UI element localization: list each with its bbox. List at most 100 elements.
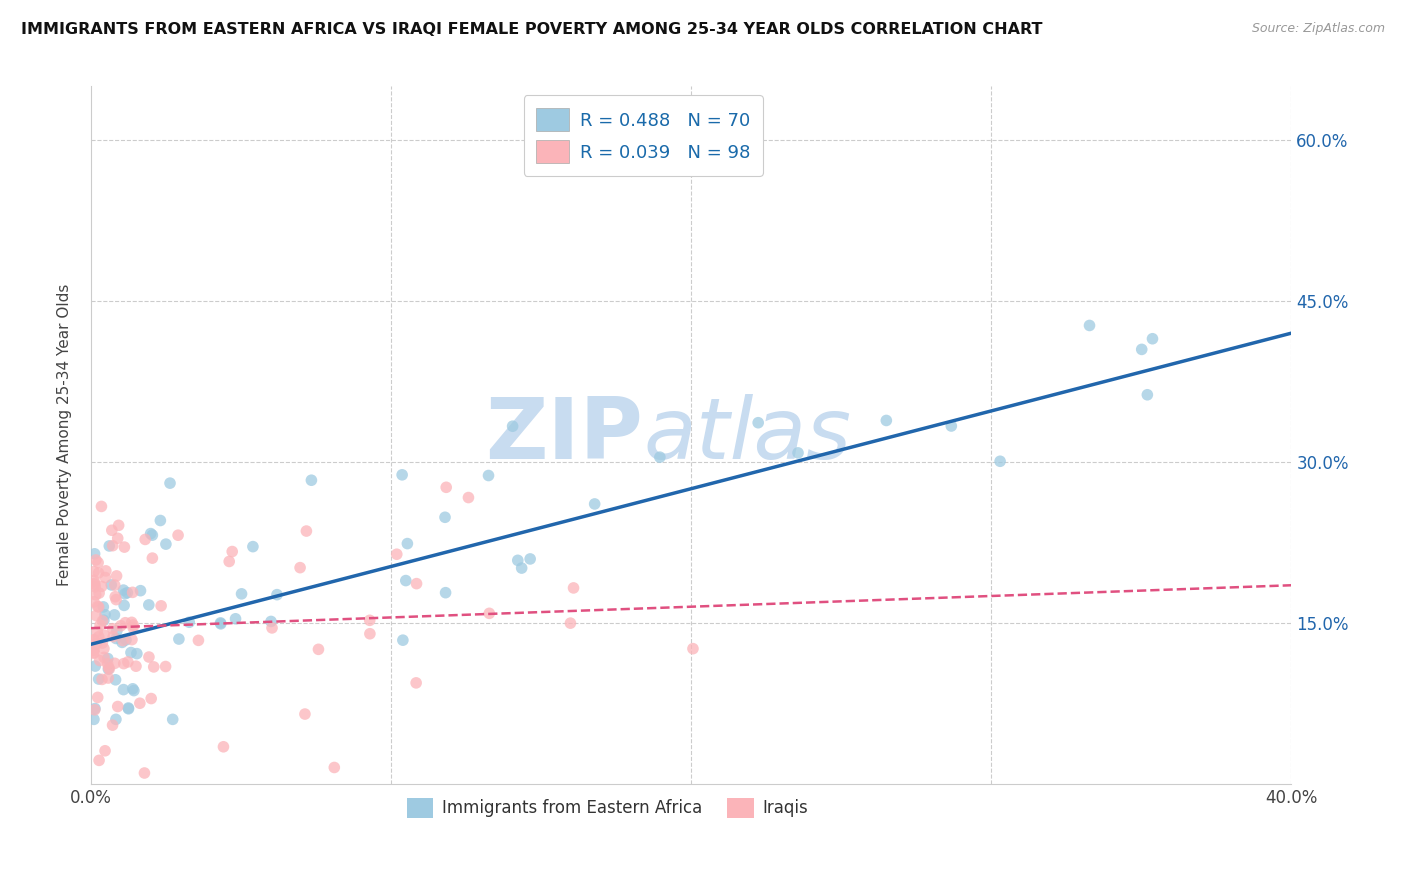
Point bbox=[110, 619, 132, 633]
Point bbox=[187, 633, 209, 648]
Point bbox=[97, 657, 120, 671]
Point bbox=[83, 643, 105, 657]
Point bbox=[83, 632, 105, 647]
Point bbox=[221, 544, 243, 558]
Point bbox=[93, 650, 115, 665]
Legend: Immigrants from Eastern Africa, Iraqis: Immigrants from Eastern Africa, Iraqis bbox=[399, 791, 814, 824]
Point bbox=[84, 608, 107, 623]
Point bbox=[519, 552, 541, 566]
Point bbox=[260, 615, 283, 629]
Point bbox=[86, 637, 108, 651]
Point bbox=[117, 702, 139, 716]
Point bbox=[84, 580, 107, 594]
Point bbox=[405, 676, 427, 690]
Text: ZIP: ZIP bbox=[485, 393, 643, 476]
Point bbox=[395, 574, 418, 588]
Point bbox=[875, 413, 897, 427]
Point bbox=[83, 547, 105, 561]
Point bbox=[105, 624, 128, 638]
Point bbox=[89, 653, 111, 667]
Point bbox=[83, 712, 105, 726]
Point bbox=[167, 632, 190, 646]
Point bbox=[105, 632, 128, 646]
Point bbox=[209, 616, 232, 631]
Point bbox=[120, 646, 142, 660]
Point bbox=[111, 635, 134, 649]
Point bbox=[134, 533, 156, 547]
Point bbox=[98, 539, 121, 553]
Y-axis label: Female Poverty Among 25-34 Year Olds: Female Poverty Among 25-34 Year Olds bbox=[58, 284, 72, 586]
Point bbox=[89, 586, 111, 600]
Point bbox=[107, 699, 129, 714]
Point bbox=[242, 540, 264, 554]
Point bbox=[117, 701, 139, 715]
Point bbox=[98, 662, 121, 676]
Point bbox=[104, 712, 127, 726]
Point bbox=[83, 703, 105, 717]
Point bbox=[122, 618, 145, 632]
Point bbox=[787, 446, 810, 460]
Point bbox=[510, 561, 533, 575]
Point bbox=[83, 595, 105, 609]
Point bbox=[502, 419, 524, 434]
Point bbox=[97, 651, 120, 665]
Point bbox=[1130, 343, 1153, 357]
Point bbox=[121, 585, 143, 599]
Point bbox=[134, 766, 156, 780]
Point bbox=[107, 518, 129, 533]
Point bbox=[107, 531, 129, 545]
Point bbox=[83, 633, 105, 648]
Point bbox=[84, 553, 107, 567]
Point bbox=[1078, 318, 1101, 333]
Point bbox=[84, 588, 107, 602]
Point bbox=[103, 607, 125, 622]
Point bbox=[560, 616, 582, 631]
Point bbox=[97, 662, 120, 676]
Point bbox=[87, 599, 110, 614]
Point bbox=[583, 497, 606, 511]
Point bbox=[506, 553, 529, 567]
Point bbox=[477, 468, 499, 483]
Point bbox=[1136, 388, 1159, 402]
Point bbox=[747, 416, 769, 430]
Point bbox=[648, 450, 671, 465]
Point bbox=[93, 641, 115, 656]
Point bbox=[941, 419, 963, 434]
Point bbox=[87, 630, 110, 644]
Point bbox=[288, 560, 311, 574]
Point bbox=[141, 551, 163, 566]
Point bbox=[1142, 332, 1164, 346]
Point bbox=[101, 523, 124, 537]
Point bbox=[104, 657, 127, 671]
Point bbox=[86, 599, 108, 614]
Point bbox=[101, 718, 124, 732]
Point bbox=[87, 566, 110, 580]
Point bbox=[179, 615, 201, 630]
Point bbox=[114, 615, 136, 630]
Point bbox=[90, 500, 112, 514]
Point bbox=[359, 613, 381, 627]
Point bbox=[101, 630, 124, 644]
Point bbox=[434, 510, 457, 524]
Point bbox=[323, 760, 346, 774]
Point bbox=[112, 682, 135, 697]
Point bbox=[682, 641, 704, 656]
Point bbox=[101, 622, 124, 636]
Point bbox=[231, 587, 253, 601]
Point bbox=[266, 588, 288, 602]
Point bbox=[91, 673, 114, 687]
Point bbox=[385, 547, 408, 561]
Point bbox=[457, 491, 479, 505]
Point bbox=[97, 671, 120, 685]
Point bbox=[162, 712, 184, 726]
Point bbox=[562, 581, 585, 595]
Point bbox=[138, 598, 160, 612]
Point bbox=[87, 753, 110, 767]
Point bbox=[129, 583, 152, 598]
Point bbox=[212, 739, 235, 754]
Point bbox=[86, 624, 108, 639]
Point bbox=[260, 621, 283, 635]
Point bbox=[295, 524, 318, 538]
Point bbox=[149, 514, 172, 528]
Point bbox=[988, 454, 1011, 468]
